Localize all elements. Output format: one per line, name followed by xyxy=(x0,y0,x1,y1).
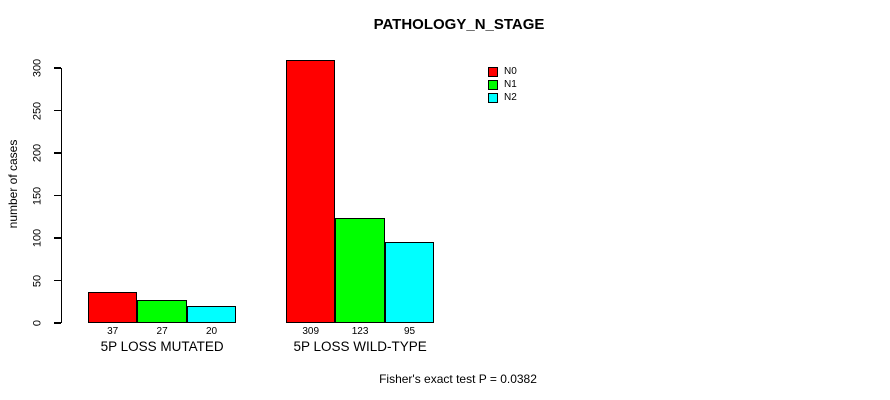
legend: N0 N1 N2 xyxy=(488,65,517,104)
legend-swatch-n1 xyxy=(488,79,498,90)
y-tick-mark xyxy=(54,279,61,282)
bar-value-label: 95 xyxy=(403,326,416,337)
y-tick-mark xyxy=(54,67,61,69)
legend-swatch-n0 xyxy=(488,66,498,77)
bar-n0-group2 xyxy=(286,60,336,323)
y-tick-label: 200 xyxy=(31,143,44,163)
y-tick-mark xyxy=(54,237,61,239)
legend-label: N2 xyxy=(504,92,517,103)
bar-n1-group1 xyxy=(137,300,187,323)
bar-value-label: 123 xyxy=(351,326,369,337)
legend-item-n1: N1 xyxy=(488,78,517,91)
legend-label: N0 xyxy=(504,66,517,77)
y-axis-label: number of cases xyxy=(6,139,20,229)
x-category-label: 5P LOSS WILD-TYPE xyxy=(293,339,427,354)
legend-label: N1 xyxy=(504,79,517,90)
x-category-label: 5P LOSS MUTATED xyxy=(100,339,224,354)
legend-item-n2: N2 xyxy=(488,91,517,104)
y-tick-mark xyxy=(54,322,61,324)
bar-value-label: 27 xyxy=(156,326,168,337)
bar-value-label: 20 xyxy=(205,326,218,337)
y-axis-line xyxy=(60,68,63,323)
chart-title: PATHOLOGY_N_STAGE xyxy=(373,16,545,33)
bar-n2-group1 xyxy=(186,306,237,323)
y-tick-label: 300 xyxy=(31,58,44,78)
y-tick-label: 50 xyxy=(31,274,44,287)
y-tick-label: 0 xyxy=(31,319,44,327)
bar-n1-group2 xyxy=(335,218,385,323)
bar-value-label: 309 xyxy=(302,326,320,337)
y-tick-label: 250 xyxy=(31,101,44,120)
y-tick-mark xyxy=(54,194,61,197)
bar-n2-group2 xyxy=(384,242,435,323)
y-tick-mark xyxy=(54,109,61,112)
bar-value-label: 37 xyxy=(107,326,119,337)
bar-n0-group1 xyxy=(88,291,138,323)
legend-item-n0: N0 xyxy=(488,65,517,78)
legend-swatch-n2 xyxy=(488,92,498,103)
y-tick-label: 100 xyxy=(31,228,44,248)
y-tick-mark xyxy=(54,152,61,154)
y-tick-label: 150 xyxy=(31,186,44,205)
stat-test-footnote: Fisher's exact test P = 0.0382 xyxy=(379,372,537,386)
